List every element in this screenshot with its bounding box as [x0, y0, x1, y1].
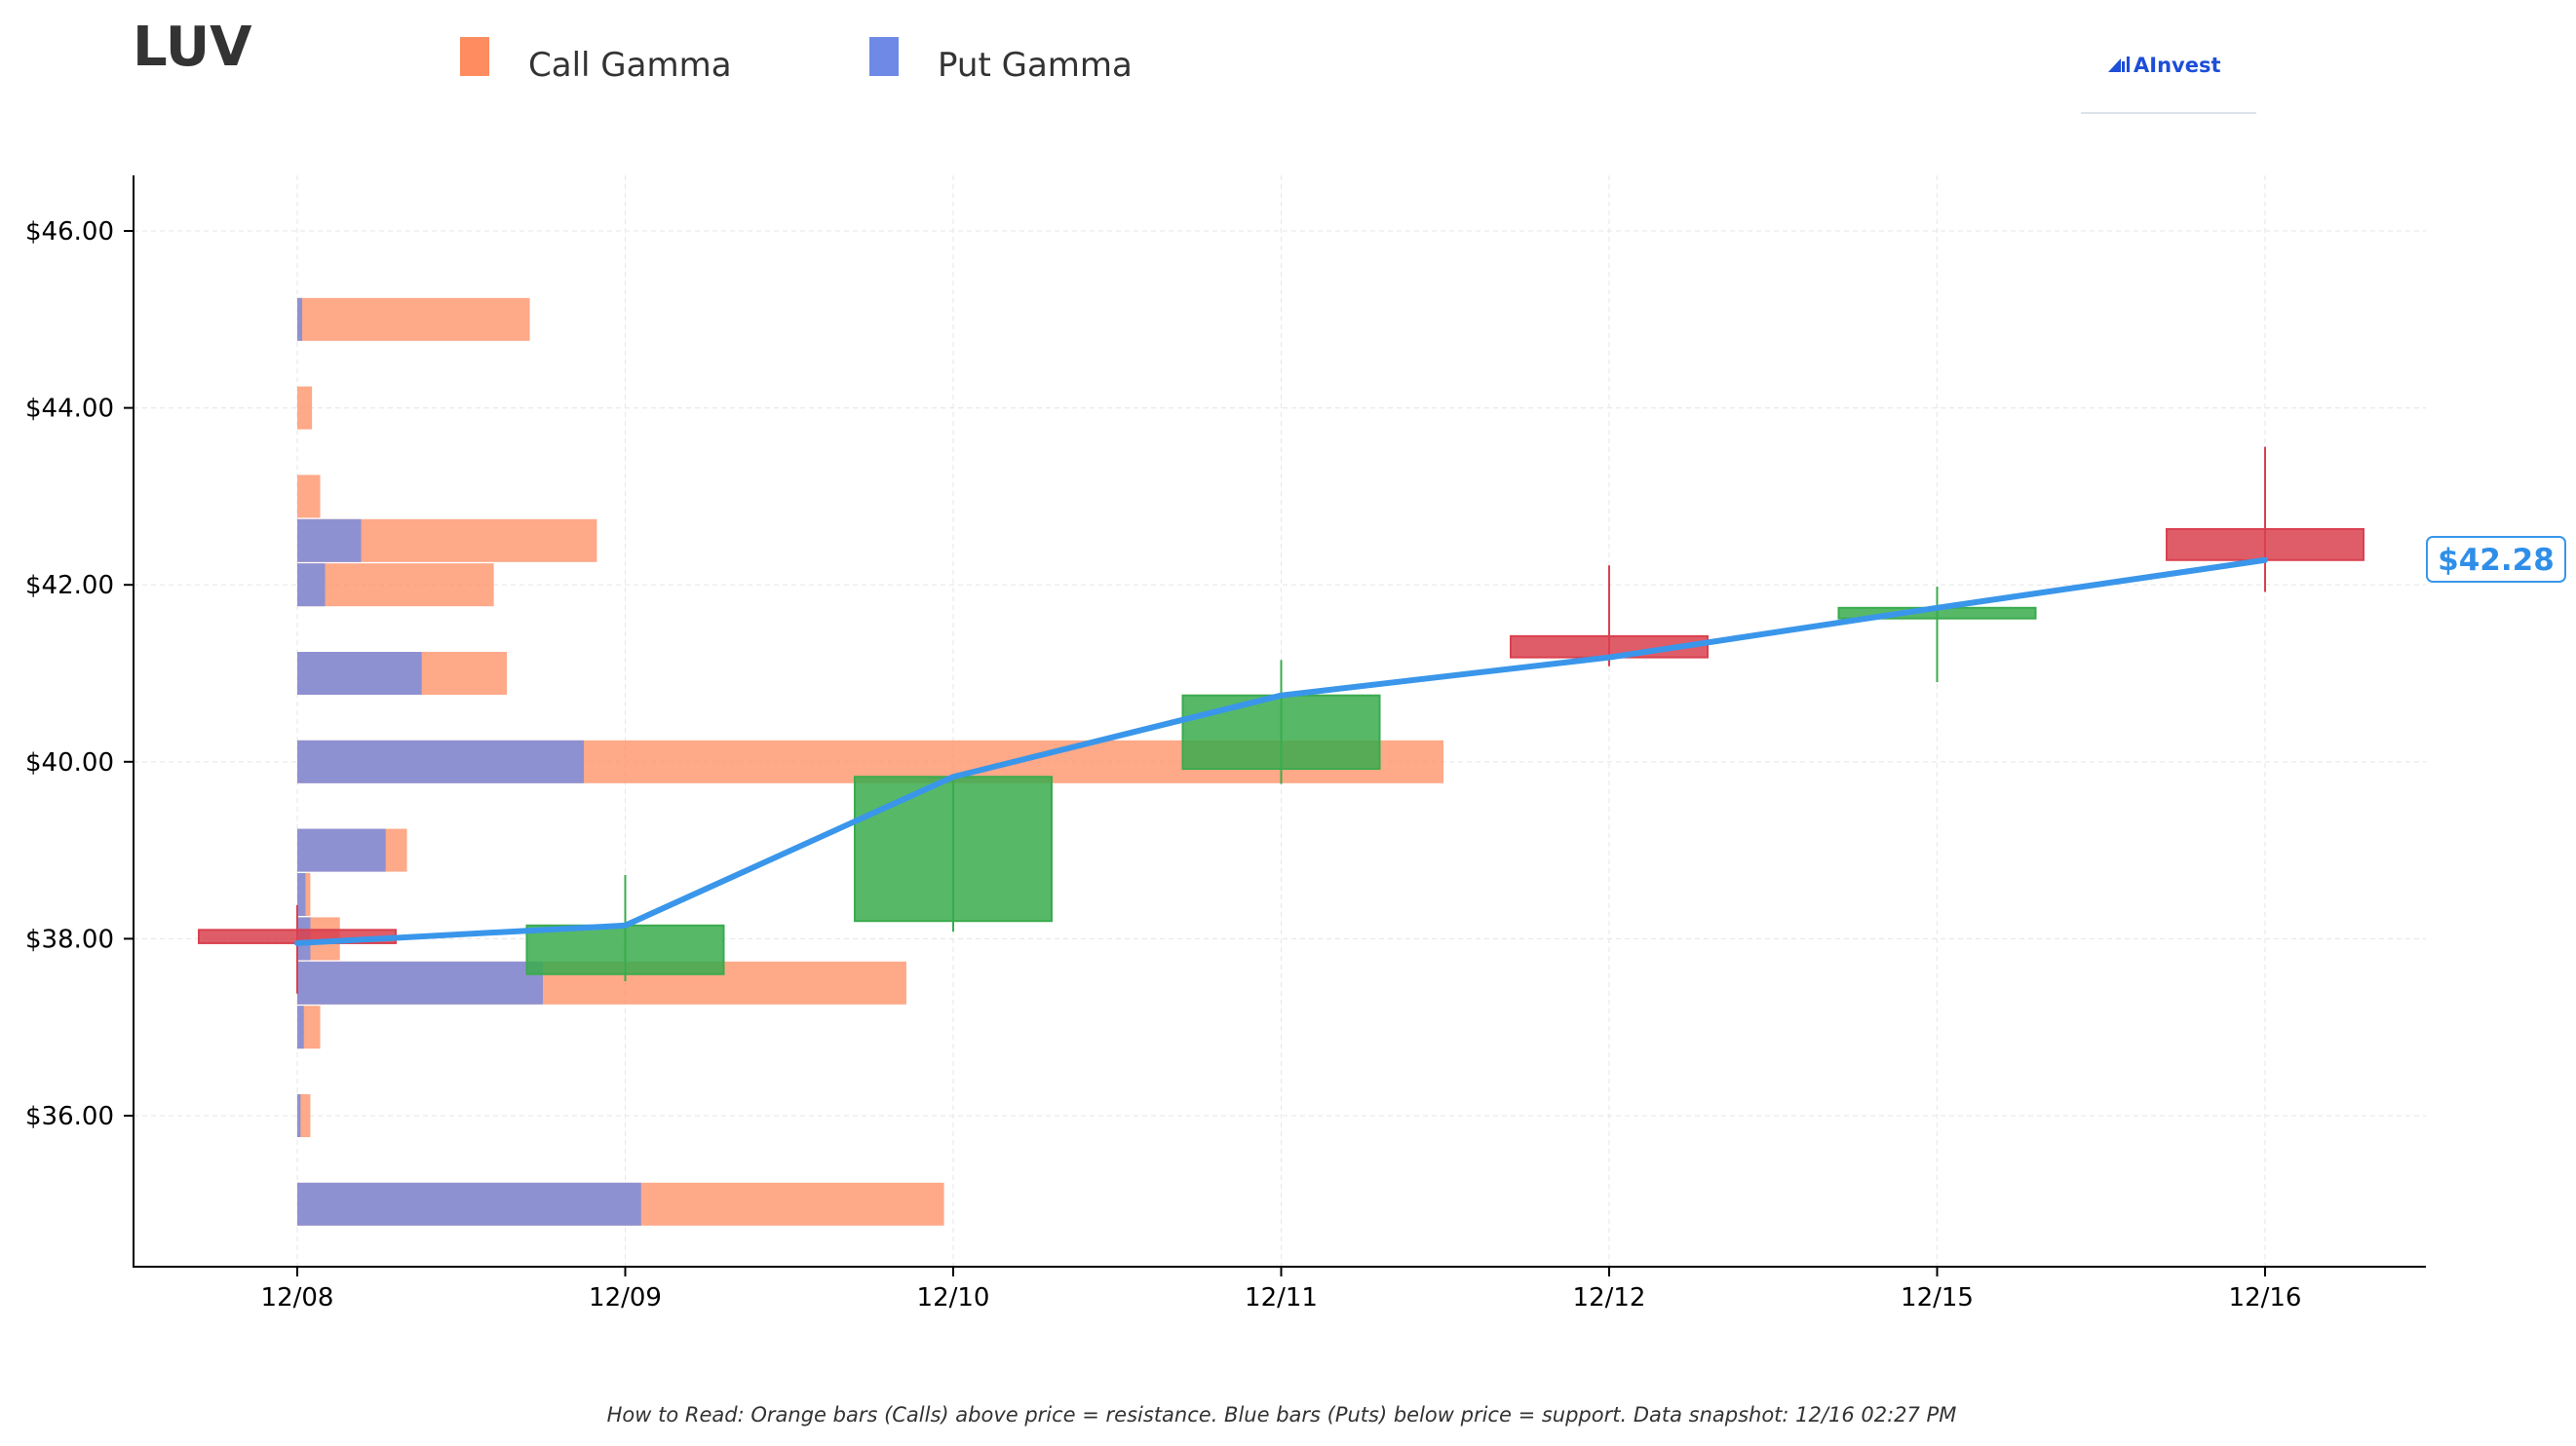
call-gamma-bar [297, 386, 313, 430]
candle-body-down [2166, 527, 2365, 561]
y-tick-label: $40.00 [25, 748, 114, 778]
price-line-path [294, 556, 2268, 946]
bar-chart-logo-icon [2108, 57, 2130, 72]
put-gamma-bar [297, 518, 362, 562]
call-gamma-bar [297, 563, 494, 607]
put-gamma-bar [297, 1182, 641, 1226]
put-gamma-bar [297, 1094, 301, 1137]
candles [198, 446, 2365, 994]
candle-body-up [525, 924, 725, 975]
put-gamma-bar [297, 828, 386, 872]
price-line [294, 556, 2268, 946]
legend-put-swatch [869, 37, 899, 76]
x-tick-label: 12/08 [261, 1283, 334, 1313]
legend-call-swatch [460, 37, 489, 76]
put-gamma-bar [297, 563, 326, 607]
put-gamma-bar [297, 297, 303, 341]
x-tick-label: 12/12 [1573, 1283, 1646, 1313]
x-tick-label: 12/11 [1245, 1283, 1318, 1313]
last-price-tag: $42.28 [2426, 536, 2566, 583]
candle-body-up [1181, 694, 1381, 771]
x-tick-label: 12/16 [2229, 1283, 2302, 1313]
last-price-box [2426, 536, 2566, 583]
put-gamma-bar [297, 873, 306, 916]
put-gamma-bar [297, 961, 543, 1005]
ainvest-logo: AInvest [2081, 54, 2256, 114]
call-gamma-bar [297, 475, 321, 518]
legend-put-label: Put Gamma [938, 46, 1133, 85]
x-tick-label: 12/10 [917, 1283, 990, 1313]
last-price-label: $42.28 [2438, 543, 2555, 578]
call-gamma-bar [297, 297, 530, 341]
x-tick-label: 12/15 [1901, 1283, 1974, 1313]
axis-ticks: $36.00 $38.00 $40.00 $42.00 $44.00 $46.00 12/0… [25, 217, 2301, 1313]
y-tick-label: $46.00 [25, 217, 114, 247]
put-gamma-bar [297, 740, 584, 783]
put-gamma-bar [297, 652, 422, 695]
put-gamma-bar [297, 1006, 304, 1049]
legend-call-label: Call Gamma [528, 46, 732, 85]
y-tick-label: $42.00 [25, 571, 114, 600]
y-tick-label: $36.00 [25, 1102, 114, 1131]
y-tick-label: $44.00 [25, 395, 114, 424]
logo-text: AInvest [2134, 54, 2221, 77]
x-tick-label: 12/09 [589, 1283, 662, 1313]
footnote: How to Read: Orange bars (Calls) above p… [607, 1403, 1957, 1427]
candle-body-up [854, 776, 1053, 923]
ticker-title: LUV [133, 16, 252, 79]
y-tick-label: $38.00 [25, 925, 114, 954]
